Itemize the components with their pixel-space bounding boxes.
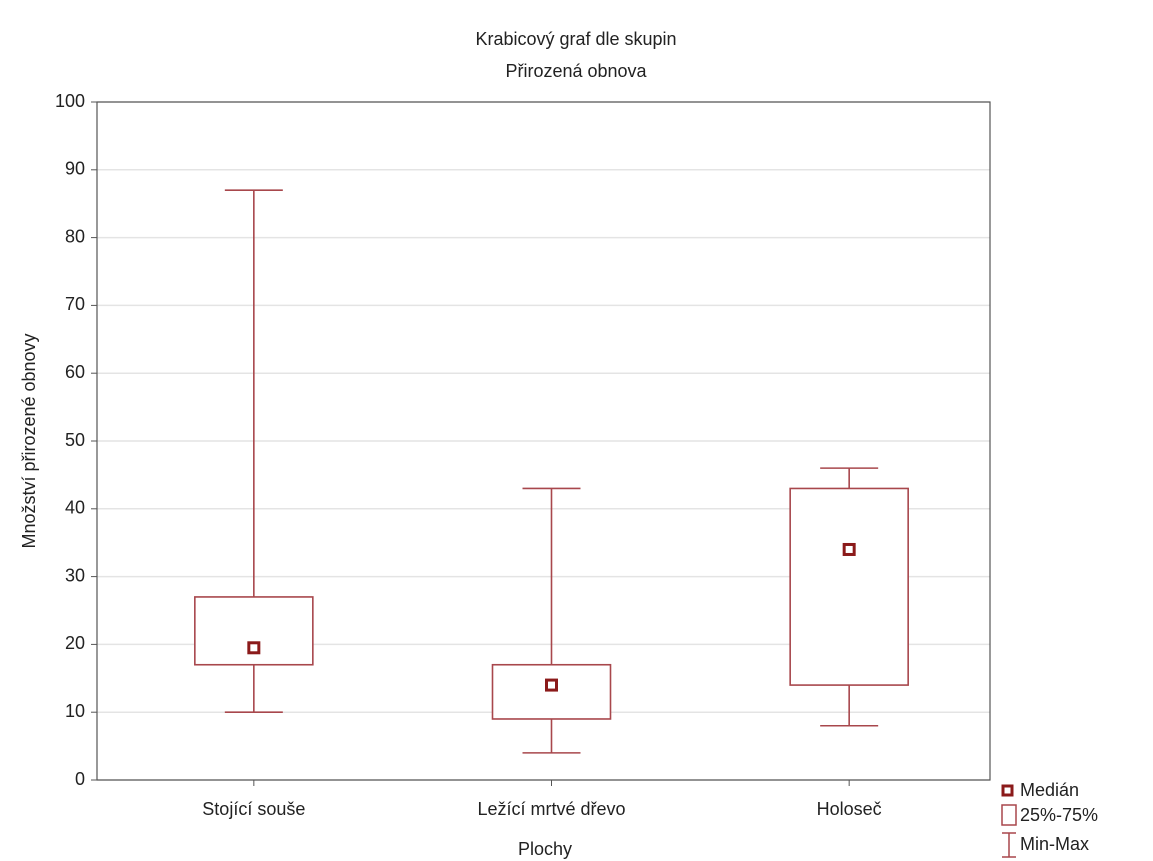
median-marker <box>247 641 261 655</box>
y-tick-label: 10 <box>65 701 85 721</box>
x-axis-label: Plochy <box>518 839 572 859</box>
median-marker <box>545 678 558 692</box>
y-tick-label: 20 <box>65 633 85 653</box>
y-tick-label: 80 <box>65 226 85 246</box>
box <box>789 487 909 686</box>
legend-median-icon <box>1001 784 1014 797</box>
legend-label: Medián <box>1020 780 1079 800</box>
legend-box-icon <box>1001 804 1017 826</box>
box <box>194 596 314 666</box>
y-tick-label: 70 <box>65 294 85 314</box>
chart-subtitle: Přirozená obnova <box>505 61 647 81</box>
y-tick-label: 60 <box>65 362 85 382</box>
chart-title: Krabicový graf dle skupin <box>475 29 676 49</box>
y-tick-label: 40 <box>65 498 85 518</box>
box <box>491 663 612 720</box>
median-marker <box>842 542 856 556</box>
plot-frame <box>96 101 991 781</box>
legend-whisker-icon <box>1002 832 1016 858</box>
y-axis-label: Množství přirozené obnovy <box>19 333 39 548</box>
legend-label: 25%-75% <box>1020 805 1098 825</box>
y-tick-label: 100 <box>55 91 85 111</box>
x-tick-label: Stojící souše <box>202 799 305 819</box>
y-tick-label: 90 <box>65 159 85 179</box>
y-tick-label: 30 <box>65 565 85 585</box>
y-tick-label: 50 <box>65 430 85 450</box>
x-tick-label: Ležící mrtvé dřevo <box>477 799 625 819</box>
legend-label: Min-Max <box>1020 834 1089 854</box>
y-tick-label: 0 <box>75 769 85 789</box>
x-tick-label: Holoseč <box>817 799 882 819</box>
